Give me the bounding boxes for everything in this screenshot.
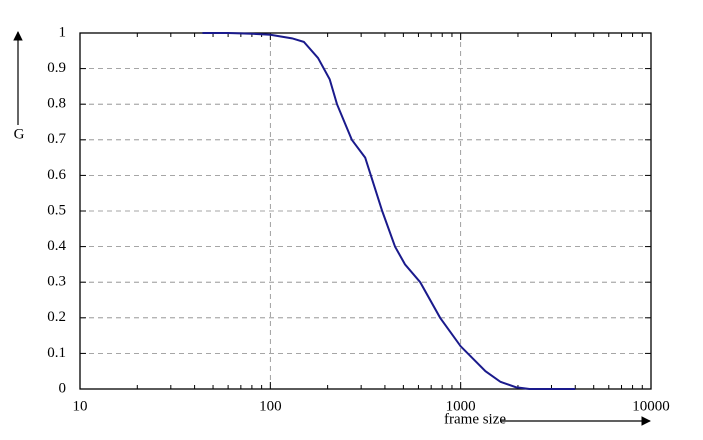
x-tick-label: 1000 [446, 398, 476, 414]
y-tick-label: 1 [59, 24, 67, 40]
y-tick-label: 0.9 [47, 60, 66, 76]
y-tick-label: 0.7 [47, 131, 66, 147]
x-axis-label: frame size [444, 411, 506, 427]
x-tick-label: 10 [73, 398, 88, 414]
x-tick-label: 10000 [632, 398, 670, 414]
y-axis-label: G [14, 126, 25, 142]
data-line [202, 32, 576, 390]
y-tick-label: 0 [59, 380, 67, 396]
y-tick-label: 0.4 [47, 238, 66, 254]
y-tick-label: 0.3 [47, 274, 66, 290]
y-tick-label: 0.8 [47, 96, 66, 112]
x-tick-label: 100 [259, 398, 282, 414]
y-tick-label: 0.1 [47, 345, 66, 361]
y-tick-label: 0.5 [47, 202, 66, 218]
y-tick-label: 0.6 [47, 167, 66, 183]
y-tick-label: 0.2 [47, 309, 66, 325]
